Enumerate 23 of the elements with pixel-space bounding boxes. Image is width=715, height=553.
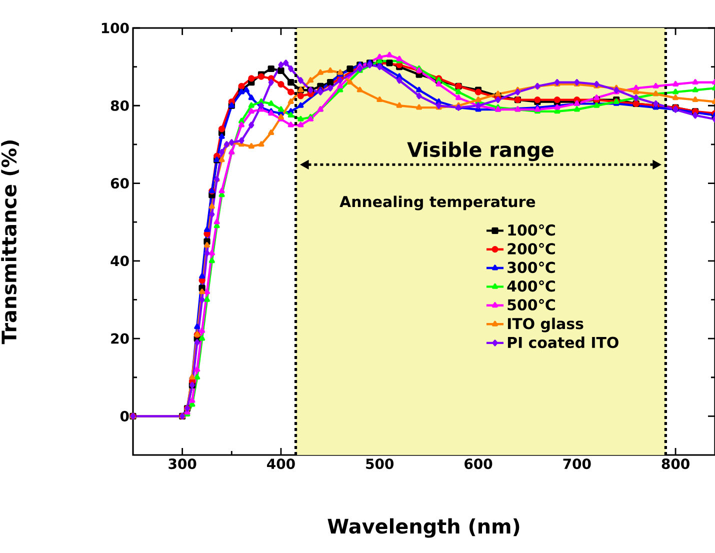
legend-label: 500℃: [508, 299, 555, 310]
x-tick-label: 700: [563, 458, 591, 470]
legend-label: 300℃: [508, 262, 555, 274]
y-tick-label: 20: [111, 333, 129, 344]
y-tick-label: 100: [102, 22, 129, 34]
x-tick-label: 600: [464, 458, 492, 470]
y-tick-label: 60: [110, 178, 129, 189]
legend-label: PI coated ITO: [508, 336, 618, 348]
legend-label: ITO glass: [508, 318, 584, 332]
x-tick-label: 500: [366, 458, 394, 470]
legend-title: Annealing temperature: [340, 196, 536, 210]
y-tick-label: 0: [120, 410, 129, 422]
legend-label: 200℃: [508, 243, 555, 254]
band-label: Visible range: [407, 142, 554, 162]
y-axis-title: Transmittance (%): [1, 140, 19, 344]
y-tick-label: 80: [110, 100, 129, 111]
x-tick-label: 800: [662, 458, 690, 470]
x-tick-label: 400: [267, 458, 295, 470]
y-tick-label: 40: [110, 256, 129, 266]
x-tick-label: 300: [168, 458, 196, 470]
legend-label: 400℃: [507, 280, 555, 292]
x-axis-title: Wavelength (nm): [328, 518, 520, 538]
legend-label: 100℃: [508, 224, 555, 236]
